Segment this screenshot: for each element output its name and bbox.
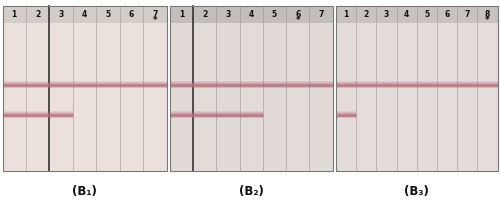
Bar <box>170 23 193 171</box>
Bar <box>2 23 166 171</box>
Bar <box>194 23 216 171</box>
Text: 6: 6 <box>295 10 300 19</box>
Bar <box>336 23 356 171</box>
Text: 6: 6 <box>128 10 134 19</box>
Bar <box>458 23 477 171</box>
Text: 5: 5 <box>424 10 430 19</box>
Bar <box>264 23 286 171</box>
Text: 2: 2 <box>364 10 369 19</box>
Bar <box>26 23 50 171</box>
Bar <box>336 6 498 23</box>
Text: *: * <box>152 16 157 25</box>
Bar <box>356 23 376 171</box>
Bar <box>240 23 263 171</box>
Bar <box>286 23 310 171</box>
Text: 1: 1 <box>344 10 348 19</box>
Bar <box>2 6 166 171</box>
Text: 5: 5 <box>272 10 277 19</box>
Text: 1: 1 <box>12 10 17 19</box>
Bar <box>417 23 437 171</box>
Bar <box>74 23 96 171</box>
Text: 4: 4 <box>82 10 87 19</box>
Text: 3: 3 <box>58 10 64 19</box>
Text: (B₃): (B₃) <box>404 185 429 198</box>
Bar <box>397 23 417 171</box>
Bar <box>377 23 396 171</box>
Bar <box>96 23 120 171</box>
Bar <box>438 23 457 171</box>
Text: 3: 3 <box>384 10 389 19</box>
Text: (B₁): (B₁) <box>72 185 97 198</box>
Text: (B₂): (B₂) <box>239 185 264 198</box>
Bar <box>336 6 498 171</box>
Text: *: * <box>296 16 300 25</box>
Bar <box>170 23 332 171</box>
Bar <box>170 6 332 23</box>
Bar <box>120 23 143 171</box>
Bar <box>217 23 240 171</box>
Text: 4: 4 <box>404 10 409 19</box>
Text: 2: 2 <box>202 10 207 19</box>
Text: 2: 2 <box>35 10 40 19</box>
Bar <box>144 23 167 171</box>
Text: 1: 1 <box>179 10 184 19</box>
Bar <box>336 23 498 171</box>
Bar <box>478 23 498 171</box>
Text: 5: 5 <box>106 10 110 19</box>
Bar <box>50 23 73 171</box>
Bar <box>3 23 26 171</box>
Text: 7: 7 <box>318 10 324 19</box>
Text: 7: 7 <box>464 10 470 19</box>
Text: 4: 4 <box>248 10 254 19</box>
Text: 6: 6 <box>444 10 450 19</box>
Text: 8: 8 <box>484 10 490 19</box>
Text: *: * <box>485 16 490 25</box>
Bar <box>170 6 332 171</box>
Text: 7: 7 <box>152 10 158 19</box>
Text: 3: 3 <box>226 10 230 19</box>
Bar <box>2 6 166 23</box>
Bar <box>310 23 332 171</box>
